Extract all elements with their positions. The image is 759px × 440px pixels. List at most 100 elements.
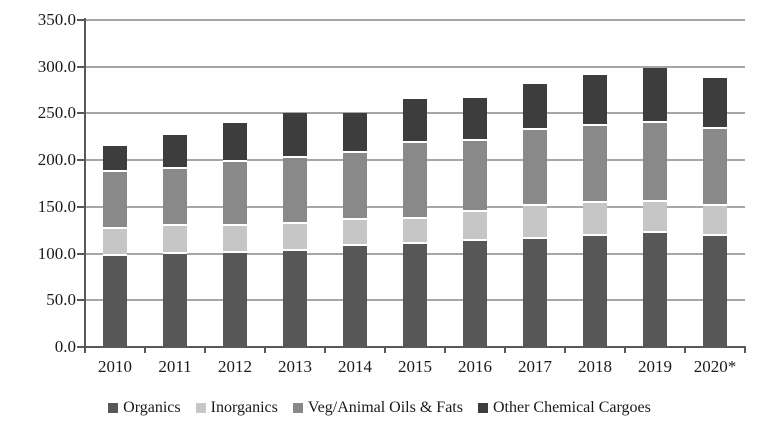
legend-swatch-icon: [108, 403, 119, 413]
legend-item: Other Chemical Cargoes: [477, 399, 651, 417]
bar-segment: [403, 143, 427, 220]
bar-segment: [703, 77, 727, 130]
bar-segment: [223, 252, 247, 347]
bar-segment: [223, 226, 247, 253]
x-tick-label: 2015: [398, 357, 432, 376]
bar-segment: [223, 162, 247, 227]
y-axis-tick: [77, 299, 85, 302]
plot-area: [85, 19, 745, 347]
legend-label: Other Chemical Cargoes: [492, 399, 651, 416]
bar-segment: [283, 112, 307, 159]
bar-segment: [703, 129, 727, 206]
y-tick-label: 50.0: [46, 290, 76, 310]
bar-2018: [583, 75, 607, 347]
legend-swatch-icon: [195, 403, 206, 413]
x-axis-tick: [144, 348, 146, 353]
gridline: [85, 65, 745, 68]
bar-segment: [523, 205, 547, 239]
bar-segment: [583, 75, 607, 126]
bar-segment: [163, 226, 187, 254]
x-axis-tick: [744, 348, 746, 353]
bar-segment: [283, 158, 307, 224]
bar-segment: [643, 122, 667, 203]
x-tick-label: 2012: [218, 357, 252, 376]
bar-segment: [283, 250, 307, 347]
y-tick-label: 150.0: [37, 196, 76, 216]
bar-segment: [583, 235, 607, 347]
legend-swatch-icon: [292, 403, 303, 413]
x-tick-label: 2017: [518, 357, 552, 376]
bar-segment: [583, 203, 607, 236]
bar-2016: [463, 97, 487, 347]
x-tick-label: 2010: [98, 357, 132, 376]
bar-segment: [643, 67, 667, 123]
y-axis-tick: [77, 159, 85, 162]
x-tick-label: 2013: [278, 357, 312, 376]
bar-segment: [223, 122, 247, 163]
x-tick-label: 2016: [458, 357, 492, 376]
legend-label: Organics: [123, 399, 181, 416]
legend-label: Inorganics: [210, 399, 278, 416]
bar-segment: [343, 219, 367, 247]
y-tick-label: 100.0: [37, 243, 76, 263]
legend-item: Organics: [108, 399, 181, 417]
bar-segment: [103, 172, 127, 230]
x-axis-tick: [384, 348, 386, 353]
y-axis-tick: [77, 205, 85, 208]
bar-2019: [643, 67, 667, 347]
bar-2014: [343, 113, 367, 347]
x-axis-tick: [564, 348, 566, 353]
bar-2015: [403, 99, 427, 347]
gridline: [85, 19, 745, 21]
legend: Organics Inorganics Veg/Animal Oils & Fats…: [0, 399, 759, 417]
bar-segment: [463, 212, 487, 242]
y-axis-tick: [77, 112, 85, 115]
legend-label: Veg/Animal Oils & Fats: [307, 399, 463, 416]
bar-segment: [163, 253, 187, 347]
bar-2011: [163, 134, 187, 347]
bar-segment: [403, 99, 427, 144]
bar-2020: [703, 77, 727, 347]
bar-segment: [403, 244, 427, 347]
bar-segment: [463, 241, 487, 347]
bar-2010: [103, 146, 127, 347]
x-tick-label: 2018: [578, 357, 612, 376]
y-tick-label: 0.0: [54, 337, 76, 356]
x-axis-line: [84, 346, 746, 348]
bar-2013: [283, 112, 307, 347]
bar-2017: [523, 84, 547, 347]
bar-segment: [583, 125, 607, 204]
y-tick-label: 250.0: [37, 103, 76, 123]
y-axis-tick: [77, 65, 85, 68]
bar-segment: [523, 84, 547, 131]
bar-segment: [343, 113, 367, 153]
x-axis-tick: [684, 348, 686, 353]
bar-segment: [103, 146, 127, 173]
x-tick-label: 2019: [638, 357, 672, 376]
x-axis-tick: [444, 348, 446, 353]
bar-segment: [703, 235, 727, 347]
y-axis-line: [84, 18, 86, 348]
y-tick-label: 300.0: [37, 56, 76, 76]
y-axis-tick: [77, 346, 85, 348]
bar-segment: [463, 141, 487, 213]
x-axis-tick: [84, 348, 86, 353]
x-axis-tick: [204, 348, 206, 353]
x-axis-tick: [264, 348, 266, 353]
bar-segment: [103, 256, 127, 347]
bar-segment: [703, 205, 727, 236]
x-tick-label: 2020*: [693, 357, 737, 376]
bar-segment: [163, 168, 187, 227]
bar-segment: [463, 97, 487, 142]
x-axis-tick: [324, 348, 326, 353]
bar-segment: [643, 202, 667, 234]
bar-segment: [163, 134, 187, 169]
bar-segment: [283, 223, 307, 251]
legend-item: Inorganics: [195, 399, 278, 417]
bar-2012: [223, 122, 247, 347]
bar-segment: [523, 130, 547, 206]
bar-segment: [103, 229, 127, 257]
y-tick-label: 200.0: [37, 150, 76, 170]
legend-swatch-icon: [477, 403, 488, 413]
